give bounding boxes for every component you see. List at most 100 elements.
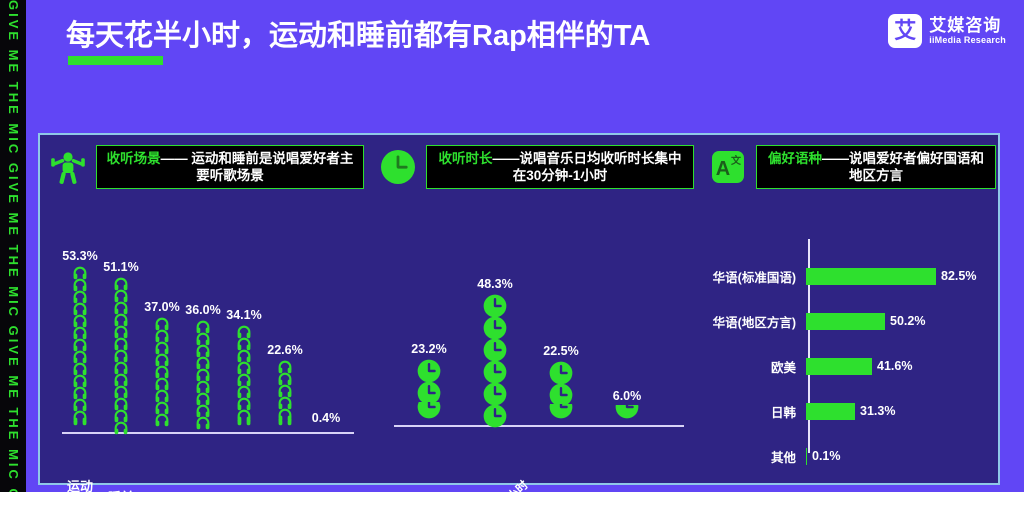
chart-value-label: 6.0% bbox=[612, 389, 642, 403]
chart-category-label: 日韩 bbox=[770, 405, 796, 420]
chart-value-label: 22.5% bbox=[543, 344, 579, 358]
section-badge-2: 收听时长——说唱音乐日均收听时长集中在30分钟-1小时 bbox=[426, 145, 694, 189]
pictograph-unit bbox=[236, 360, 252, 375]
pictograph-unit bbox=[416, 358, 442, 383]
section-key-2: 收听时长 bbox=[438, 151, 493, 166]
chart-value-label: 36.0% bbox=[185, 303, 221, 317]
chart-value-label: 22.6% bbox=[267, 343, 303, 357]
panel-listening-duration: 收听时长——说唱音乐日均收听时长集中在30分钟-1小时 23.2%30分钟以内 4… bbox=[370, 135, 700, 492]
pictograph-unit bbox=[113, 324, 129, 339]
pictograph-unit bbox=[113, 396, 129, 411]
pictograph-unit bbox=[236, 324, 252, 339]
chart-column: 6.0%2小时以上 bbox=[613, 389, 641, 425]
chart-category-label: 睡前 bbox=[108, 487, 134, 492]
chart-value-label: 53.3% bbox=[62, 249, 98, 263]
chart-row: 华语(地区方言) 50.2% bbox=[700, 310, 1002, 332]
chart-bar bbox=[806, 357, 872, 375]
pictograph-unit bbox=[482, 403, 508, 428]
pictograph-unit bbox=[154, 400, 170, 415]
chart-column: 53.3% 运动 bbox=[62, 249, 97, 492]
pictograph-chart-duration: 23.2%30分钟以内 48.3% 30分钟-1小时 22.5%1-2小时 6.0%2小… bbox=[370, 227, 700, 492]
pictograph-unit bbox=[195, 403, 211, 418]
pictograph-unit-partial bbox=[72, 421, 88, 432]
pictograph-unit bbox=[72, 373, 88, 388]
chart-category-label: 欧美 bbox=[770, 360, 796, 375]
chart-value-label: 34.1% bbox=[226, 308, 262, 322]
chart-bar bbox=[806, 447, 807, 465]
chart-value-label: 0.4% bbox=[311, 411, 341, 425]
chart-column: 22.6%学习 bbox=[267, 343, 303, 432]
pictograph-unit-partial bbox=[277, 419, 293, 432]
chart-value-label: 82.5% bbox=[941, 269, 977, 283]
section-key-1: 收听场景 bbox=[106, 151, 161, 166]
pictograph-unit bbox=[195, 319, 211, 334]
pictograph-unit bbox=[236, 384, 252, 399]
pictograph-unit bbox=[195, 415, 211, 430]
pictograph-unit bbox=[72, 385, 88, 400]
pictograph-unit bbox=[113, 408, 129, 423]
slide-canvas: GIVE ME THE MIC GIVE ME THE MIC GIVE ME … bbox=[0, 0, 1024, 492]
chart-category-label: 30分钟-1小时 bbox=[469, 477, 531, 492]
section-header-1: 收听场景—— 运动和睡前是说唱爱好者主要听歌场景 bbox=[48, 145, 364, 189]
pictograph-unit bbox=[154, 364, 170, 379]
pictograph-unit bbox=[195, 331, 211, 346]
chart-bar bbox=[806, 312, 885, 330]
pictograph-unit bbox=[72, 337, 88, 352]
pictograph-unit-partial bbox=[548, 404, 574, 425]
pictograph-unit bbox=[277, 407, 293, 422]
chart-value-label: 51.1% bbox=[103, 260, 139, 274]
logo-mark-icon: 艾 bbox=[888, 14, 923, 48]
chart-column: 51.1% 睡前 bbox=[103, 260, 138, 492]
exercise-person-icon bbox=[48, 147, 88, 187]
pictograph-unit bbox=[236, 336, 252, 351]
pictograph-unit bbox=[195, 391, 211, 406]
pictograph-unit bbox=[482, 315, 508, 340]
chart-value-label: 31.3% bbox=[860, 404, 896, 418]
chart-column: 36.0%聚会 bbox=[185, 303, 221, 432]
section-rest-2: ——说唱音乐日均收听时长集中在30分钟-1小时 bbox=[492, 151, 682, 183]
logo-name-en: iiMedia Research bbox=[929, 35, 1006, 45]
pictograph-unit-partial bbox=[236, 420, 252, 432]
pictograph-unit bbox=[154, 316, 170, 331]
chart-row: 欧美 41.6% bbox=[700, 355, 1002, 377]
pictograph-unit bbox=[195, 343, 211, 358]
pictograph-chart-scenario: 53.3%运动51.1%睡前37.0%通勤36.0%聚会34.1%工作22.6%… bbox=[40, 227, 370, 492]
content-board: 收听场景—— 运动和睡前是说唱爱好者主要听歌场景 53.3% 运动 51.1% 睡前 3… bbox=[38, 133, 1002, 492]
pictograph-unit bbox=[113, 372, 129, 387]
chart-value-axis bbox=[808, 239, 810, 453]
chart-value-label: 0.1% bbox=[812, 449, 841, 463]
ribbon-text: GIVE ME THE MIC GIVE ME THE MIC GIVE ME … bbox=[6, 0, 21, 492]
pictograph-unit bbox=[154, 412, 170, 427]
pictograph-unit bbox=[72, 325, 88, 340]
pictograph-unit bbox=[482, 293, 508, 318]
pictograph-unit bbox=[154, 340, 170, 355]
pictograph-unit bbox=[236, 348, 252, 363]
pictograph-unit-partial bbox=[416, 402, 442, 425]
chart-column: 23.2%30分钟以内 bbox=[411, 342, 447, 425]
section-rest-1: —— 运动和睡前是说唱爱好者主要听歌场景 bbox=[160, 151, 354, 183]
chart-baseline bbox=[62, 432, 354, 434]
pictograph-unit bbox=[72, 265, 88, 280]
pictograph-unit bbox=[113, 420, 129, 435]
pictograph-unit bbox=[277, 371, 293, 386]
page-title: 每天花半小时，运动和睡前都有Rap相伴的TA bbox=[66, 20, 651, 52]
pictograph-unit bbox=[416, 380, 442, 405]
pictograph-unit bbox=[72, 397, 88, 412]
chart-value-label: 37.0% bbox=[144, 300, 180, 314]
chart-column: 22.5%1-2小时 bbox=[543, 344, 579, 425]
chart-column: 37.0%通勤 bbox=[144, 300, 180, 432]
pictograph-unit bbox=[236, 396, 252, 411]
pictograph-unit bbox=[72, 289, 88, 304]
chart-category-label: 其他 bbox=[770, 450, 796, 465]
chart-category-label: 运动 bbox=[66, 479, 94, 492]
pictograph-unit bbox=[72, 301, 88, 316]
pictograph-unit-partial bbox=[318, 427, 334, 432]
clock-icon bbox=[378, 147, 418, 187]
section-header-3: A 文 偏好语种——说唱爱好者偏好国语和地区方言 bbox=[708, 145, 996, 189]
pictograph-unit bbox=[482, 359, 508, 384]
title-underline bbox=[68, 56, 163, 65]
section-key-3: 偏好语种 bbox=[768, 151, 822, 166]
chart-column: 0.4%其他 bbox=[312, 411, 341, 432]
section-badge-1: 收听场景—— 运动和睡前是说唱爱好者主要听歌场景 bbox=[96, 145, 364, 189]
